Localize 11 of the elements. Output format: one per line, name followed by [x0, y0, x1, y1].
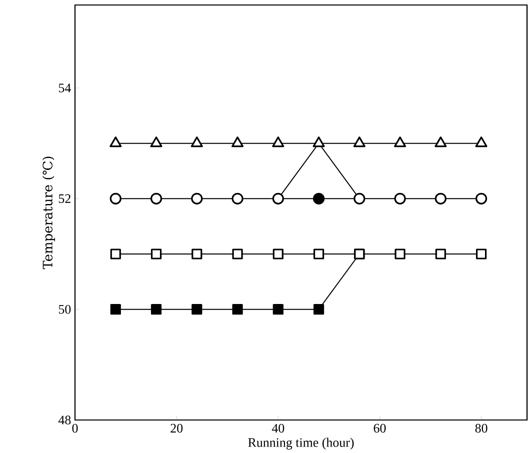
- y-tick-label: 52: [58, 194, 70, 204]
- y-tick-label: 54: [58, 84, 71, 92]
- y-axis-title: Temperature (℃): [42, 156, 55, 270]
- x-tick-label: 20: [170, 424, 183, 433]
- x-axis-title: Running time (hour): [248, 438, 354, 450]
- x-tick-label: 60: [374, 424, 386, 433]
- x-tick-label: 40: [272, 424, 284, 433]
- x-tick-label: 80: [475, 424, 488, 433]
- y-tick-label: 50: [58, 305, 71, 314]
- x-tick-label: 0: [72, 424, 78, 433]
- y-tick-label: 48: [58, 416, 71, 424]
